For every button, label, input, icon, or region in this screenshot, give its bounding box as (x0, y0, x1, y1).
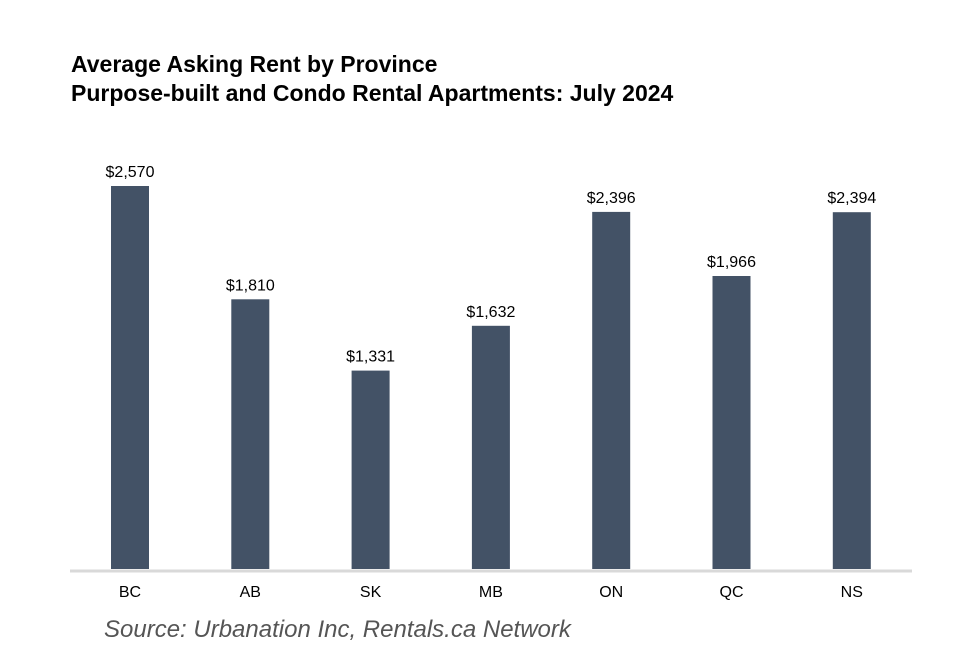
bar-on (592, 211, 631, 569)
bar-bc (111, 186, 149, 569)
value-label-on: $2,396 (587, 190, 636, 207)
chart-title: Average Asking Rent by Province (71, 51, 438, 77)
value-labels-group: $2,570 $1,810 $1,331 $1,632 $2,396 $1,966 $2,3… (106, 164, 877, 366)
chart-subtitle: Purpose-built and Condo Rental Apartment… (71, 80, 674, 106)
category-label-bc: BC (119, 584, 141, 601)
category-label-on: ON (599, 584, 623, 601)
bar-ab (231, 299, 270, 569)
category-label-mb: MB (479, 584, 503, 601)
bar-sk (351, 370, 390, 569)
category-label-ns: NS (841, 584, 863, 601)
value-label-bc: $2,570 (106, 164, 155, 181)
value-label-mb: $1,632 (466, 304, 515, 321)
bar-ns (832, 212, 871, 569)
category-label-sk: SK (360, 584, 382, 601)
value-label-qc: $1,966 (707, 254, 756, 271)
bar-mb (471, 325, 510, 569)
value-label-ns: $2,394 (827, 190, 876, 207)
category-label-qc: QC (720, 584, 744, 601)
category-labels-group: BC AB SK MB ON QC NS (119, 584, 863, 601)
bar-qc (712, 276, 751, 569)
category-label-ab: AB (240, 584, 261, 601)
value-label-sk: $1,331 (346, 349, 395, 366)
chart-title-block: Average Asking Rent by Province Purpose-… (71, 50, 673, 108)
value-label-ab: $1,810 (226, 277, 275, 294)
source-note: Source: Urbanation Inc, Rentals.ca Netwo… (104, 616, 571, 643)
bars-group (111, 186, 871, 569)
